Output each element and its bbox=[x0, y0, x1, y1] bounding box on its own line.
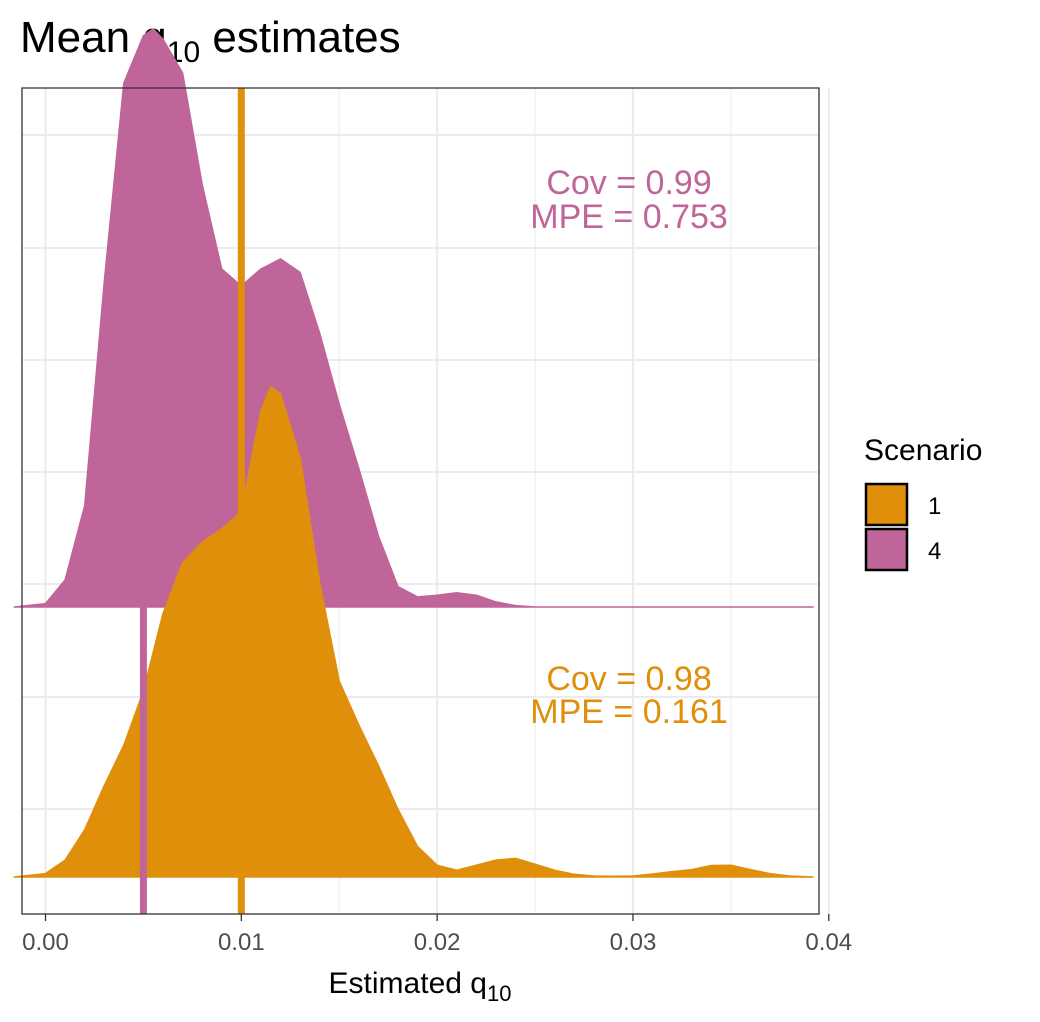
density-ridges bbox=[13, 28, 814, 878]
x-axis-title: Estimated q10 bbox=[329, 967, 512, 1006]
x-axis: 0.00 0.01 0.02 0.03 0.04 bbox=[22, 914, 852, 956]
annotation-cov-scenario-4: Cov = 0.99 bbox=[546, 164, 711, 202]
legend-label-scenario-1: 1 bbox=[928, 493, 941, 520]
annotation-cov-scenario-1: Cov = 0.98 bbox=[546, 660, 711, 698]
chart-title-suffix: estimates bbox=[200, 13, 401, 62]
x-tick-label: 0.02 bbox=[414, 929, 461, 956]
x-axis-title-main: Estimated q bbox=[329, 967, 487, 1000]
x-tick-label: 0.01 bbox=[218, 929, 265, 956]
chart-title: Mean q10 estimates bbox=[20, 13, 401, 69]
x-axis-title-subscript: 10 bbox=[487, 981, 511, 1006]
annotation-mpe-scenario-1: MPE = 0.161 bbox=[530, 693, 728, 731]
plot-panel-border bbox=[21, 87, 820, 915]
legend-title: Scenario bbox=[864, 434, 982, 467]
true-value-lines bbox=[139, 88, 245, 914]
x-tick-label: 0.03 bbox=[610, 929, 657, 956]
legend-label-scenario-4: 4 bbox=[928, 538, 941, 565]
legend: Scenario 1 4 bbox=[864, 434, 982, 572]
legend-key-scenario-4 bbox=[864, 527, 909, 572]
legend-key-scenario-1 bbox=[864, 482, 909, 527]
annotation-mpe-scenario-4: MPE = 0.753 bbox=[530, 198, 728, 236]
x-tick-label: 0.00 bbox=[22, 929, 69, 956]
density-ridge-scenario-4 bbox=[13, 28, 814, 608]
density-ridge-scenario-1 bbox=[13, 386, 814, 878]
x-tick-label: 0.04 bbox=[805, 929, 852, 956]
